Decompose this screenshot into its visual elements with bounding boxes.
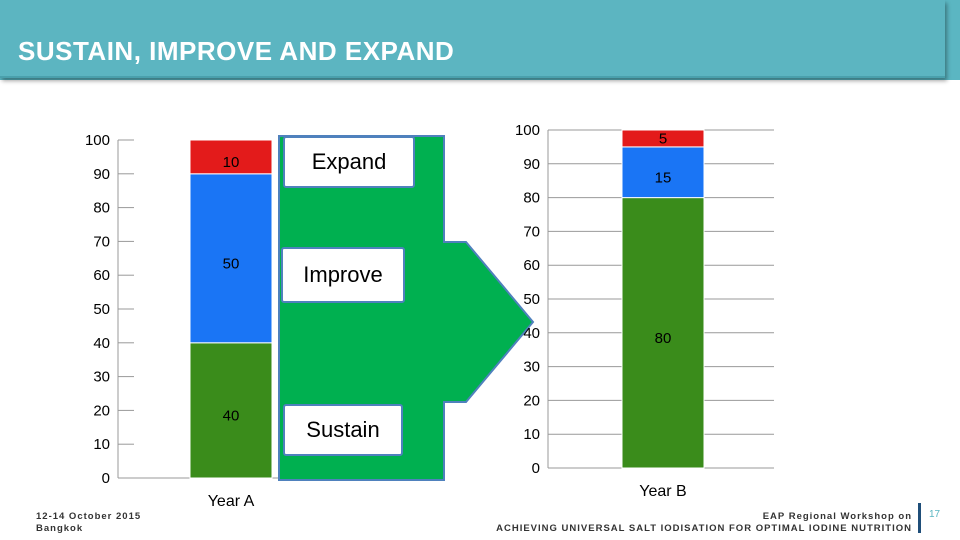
page-number: 17 — [929, 509, 941, 520]
y-tick-label: 20 — [93, 402, 110, 419]
y-tick-label: 20 — [523, 392, 540, 409]
y-tick-label: 0 — [102, 470, 110, 487]
chart-year-b: 0 10 20 30 40 50 60 70 80 90 100 80 15 5 Year B — [515, 122, 774, 500]
footer-event-subtitle: ACHIEVING UNIVERSAL SALT IODISATION FOR … — [496, 523, 912, 534]
y-tick-label: 30 — [93, 369, 110, 386]
bar-segment-sustain — [189, 342, 273, 479]
y-tick-label: 40 — [93, 335, 110, 352]
footer-date: 12-14 October 2015 — [36, 511, 142, 522]
bar-segment-expand — [621, 129, 705, 148]
bar-segment-sustain — [621, 197, 705, 469]
page-title: SUSTAIN, IMPROVE AND EXPAND — [18, 36, 455, 66]
y-tick-label: 50 — [523, 291, 540, 308]
y-tick-label: 40 — [523, 325, 540, 342]
y-tick-label: 0 — [532, 460, 540, 477]
y-tick-label: 60 — [523, 257, 540, 274]
y-tick-label: 60 — [93, 267, 110, 284]
y-tick-label: 90 — [93, 166, 110, 183]
footer-event: EAP Regional Workshop on ACHIEVING UNIVE… — [496, 511, 912, 535]
y-tick-label: 80 — [93, 200, 110, 217]
arrow-shape — [278, 135, 535, 481]
data-label-improve: 50 — [223, 255, 240, 272]
footer-location: Bangkok — [36, 523, 84, 534]
bar-segment-expand — [189, 139, 273, 175]
improve-label: Improve — [281, 247, 405, 303]
y-tick-label: 100 — [515, 122, 540, 139]
chart-year-a: 0 10 20 30 40 50 60 70 80 90 100 40 50 10 Year A — [85, 132, 440, 510]
sustain-label: Sustain — [283, 404, 403, 456]
footer-divider — [918, 503, 921, 533]
data-label-improve: 15 — [655, 169, 672, 186]
y-tick-label: 70 — [93, 233, 110, 250]
category-label: Year B — [639, 483, 686, 500]
expand-label: Expand — [283, 136, 415, 188]
bar-segment-improve — [189, 173, 273, 344]
header-bar: SUSTAIN, IMPROVE AND EXPAND — [0, 0, 960, 80]
footer-date-location: 12-14 October 2015 Bangkok — [36, 511, 141, 535]
y-tick-label: 50 — [93, 301, 110, 318]
data-label-sustain: 80 — [655, 330, 672, 347]
category-label: Year A — [208, 493, 255, 510]
bar-segment-improve — [621, 146, 705, 199]
data-label-sustain: 40 — [223, 407, 240, 424]
y-tick-label: 70 — [523, 223, 540, 240]
progression-arrow — [278, 135, 535, 481]
y-tick-label: 30 — [523, 359, 540, 376]
header-panel: SUSTAIN, IMPROVE AND EXPAND — [0, 0, 945, 78]
y-tick-label: 10 — [523, 426, 540, 443]
y-tick-label: 90 — [523, 156, 540, 173]
y-tick-label: 100 — [85, 132, 110, 149]
footer-event-title: EAP Regional Workshop on — [762, 511, 912, 522]
y-tick-label: 10 — [93, 436, 110, 453]
y-tick-label: 80 — [523, 190, 540, 207]
data-label-expand: 5 — [659, 130, 667, 147]
data-label-expand: 10 — [223, 154, 240, 171]
